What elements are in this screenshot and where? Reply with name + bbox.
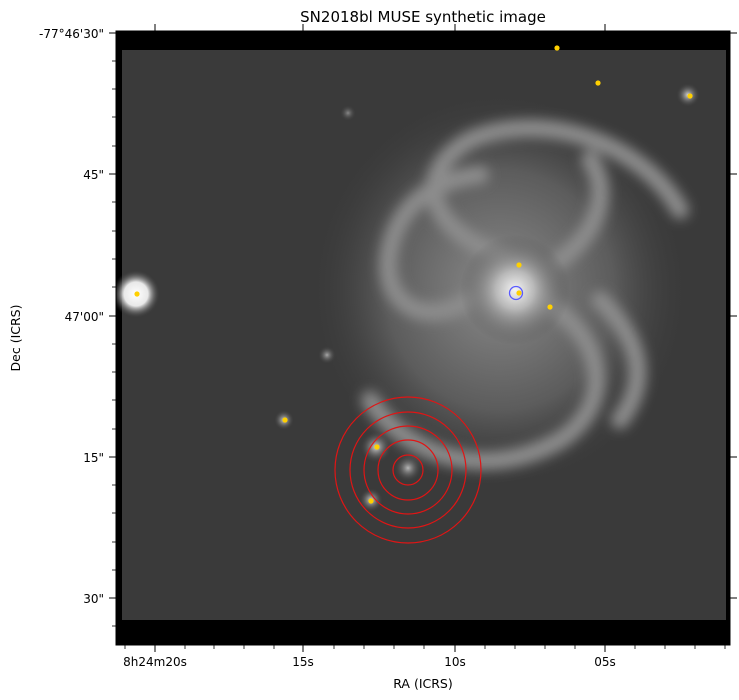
aperture-ring [377, 439, 439, 501]
y-tick-label: 30" [83, 592, 104, 606]
aperture-ring [392, 454, 424, 486]
x-tick-label: 10s [444, 655, 466, 669]
aperture-rings [334, 396, 482, 544]
y-tick-label: 47'00" [65, 310, 104, 324]
x-tick-label: 8h24m20s [123, 655, 187, 669]
galaxy-core [460, 235, 570, 345]
source-marker [595, 80, 601, 86]
figure-title: SN2018bl MUSE synthetic image [300, 8, 546, 26]
image-panel [116, 31, 730, 645]
source-marker [687, 93, 693, 99]
source-marker [134, 291, 140, 297]
source-marker [516, 262, 522, 268]
y-minor-ticks [112, 60, 116, 627]
axes-frame [115, 30, 731, 646]
x-axis-label: RA (ICRS) [393, 676, 453, 691]
source-blob [318, 346, 336, 364]
y-tick-label: 45" [83, 168, 104, 182]
source-markers [134, 45, 693, 504]
x-minor-ticks [124, 645, 726, 649]
galaxy-spiral-arms [361, 119, 689, 470]
x-tick-label: 15s [292, 655, 314, 669]
source-marker [554, 45, 560, 51]
source-blob [394, 454, 422, 482]
aperture-ring [334, 396, 482, 544]
source-marker [547, 304, 553, 310]
source-marker [516, 290, 522, 296]
y-tick-label: -77°46'30" [39, 27, 104, 41]
aperture-ring [349, 411, 467, 529]
source-marker [368, 498, 374, 504]
source-marker [282, 417, 288, 423]
y-major-ticks [109, 32, 737, 599]
aperture-ring [363, 425, 453, 515]
source-marker [374, 444, 380, 450]
x-major-ticks [154, 24, 606, 652]
host-marker-circle [508, 285, 524, 301]
y-tick-label: 15" [83, 451, 104, 465]
y-axis-label: Dec (ICRS) [8, 305, 23, 372]
x-tick-label: 05s [594, 655, 616, 669]
source-blob [340, 105, 356, 121]
